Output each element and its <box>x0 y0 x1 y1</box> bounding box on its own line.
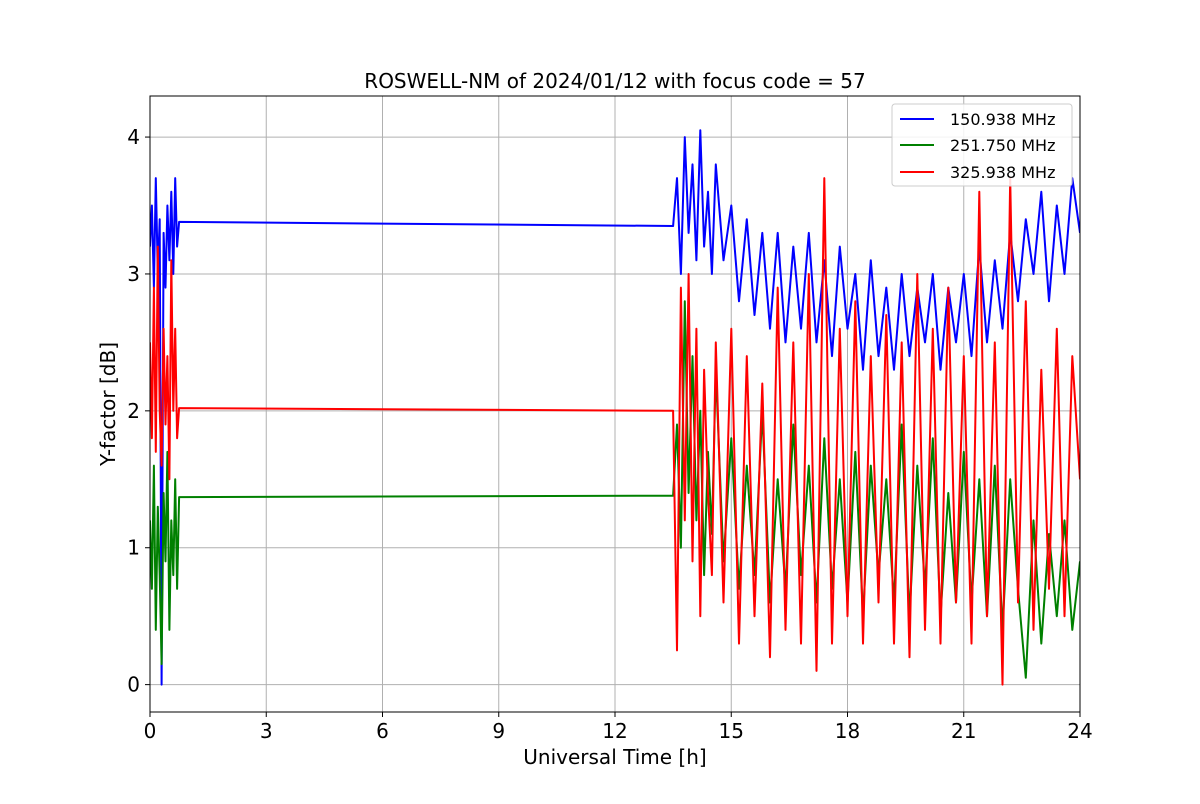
legend-label-series-1: 150.938 MHz <box>950 110 1055 129</box>
series-line-1 <box>150 129 1080 686</box>
series-layer <box>150 129 1080 686</box>
x-tick-label: 12 <box>602 719 627 743</box>
x-tick-label: 21 <box>951 719 976 743</box>
legend-label-series-3: 325.938 MHz <box>950 163 1055 182</box>
y-axis-label: Y-factor [dB] <box>96 342 120 467</box>
series-line-3 <box>150 177 1080 686</box>
y-tick-label: 1 <box>127 536 140 560</box>
y-tick-label: 4 <box>127 125 140 149</box>
y-tick-label: 3 <box>127 262 140 286</box>
chart-title: ROSWELL-NM of 2024/01/12 with focus code… <box>364 69 865 93</box>
x-tick-label: 3 <box>260 719 273 743</box>
x-tick-label: 15 <box>719 719 744 743</box>
series-line-2 <box>150 300 1080 679</box>
x-tick-label: 24 <box>1067 719 1092 743</box>
legend-box <box>891 103 1073 187</box>
y-tick-label: 2 <box>127 399 140 423</box>
x-tick-label: 9 <box>492 719 505 743</box>
y-tick-label: 0 <box>127 673 140 697</box>
x-axis-label: Universal Time [h] <box>523 745 706 769</box>
x-tick-label: 6 <box>376 719 389 743</box>
x-tick-label: 18 <box>835 719 860 743</box>
legend-label-series-2: 251.750 MHz <box>950 136 1055 155</box>
x-tick-label: 0 <box>144 719 157 743</box>
legend: 150.938 MHz 251.750 MHz 325.938 MHz <box>891 103 1073 187</box>
